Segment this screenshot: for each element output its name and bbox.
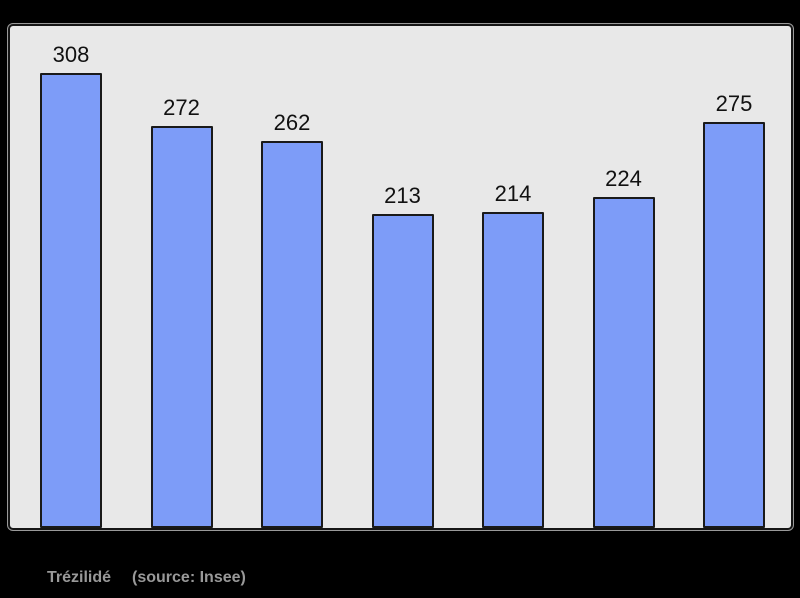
bar-value-label: 224 bbox=[605, 166, 642, 191]
bar-value-label: 214 bbox=[494, 181, 532, 206]
bar-column: 214 bbox=[482, 181, 544, 528]
chart-panel: 308 272 262 213 214 224 275 bbox=[8, 24, 793, 530]
chart-caption: Trézilidé (source: Insee) bbox=[47, 569, 246, 587]
bar bbox=[150, 126, 213, 528]
bar-value-label: 262 bbox=[273, 110, 311, 135]
bar bbox=[261, 141, 323, 528]
bar-value-label: 272 bbox=[163, 95, 200, 120]
caption-place-name: Trézilidé bbox=[47, 569, 112, 586]
bar bbox=[40, 73, 102, 528]
bar-column: 213 bbox=[371, 183, 434, 528]
bar bbox=[703, 122, 765, 528]
bar bbox=[371, 214, 434, 528]
bar-column: 262 bbox=[261, 110, 323, 528]
caption-source: (source: Insee) bbox=[132, 569, 246, 586]
bar-column: 308 bbox=[40, 42, 102, 528]
bar bbox=[592, 197, 655, 528]
bar-plot-area: 308 272 262 213 214 224 275 bbox=[10, 26, 791, 528]
bar-column: 275 bbox=[703, 91, 765, 528]
bar-column: 272 bbox=[150, 95, 213, 528]
bar bbox=[482, 212, 544, 528]
bar-value-label: 275 bbox=[715, 91, 753, 116]
bar-column: 224 bbox=[592, 166, 655, 528]
bar-value-label: 308 bbox=[52, 42, 90, 67]
bar-value-label: 213 bbox=[384, 183, 421, 208]
